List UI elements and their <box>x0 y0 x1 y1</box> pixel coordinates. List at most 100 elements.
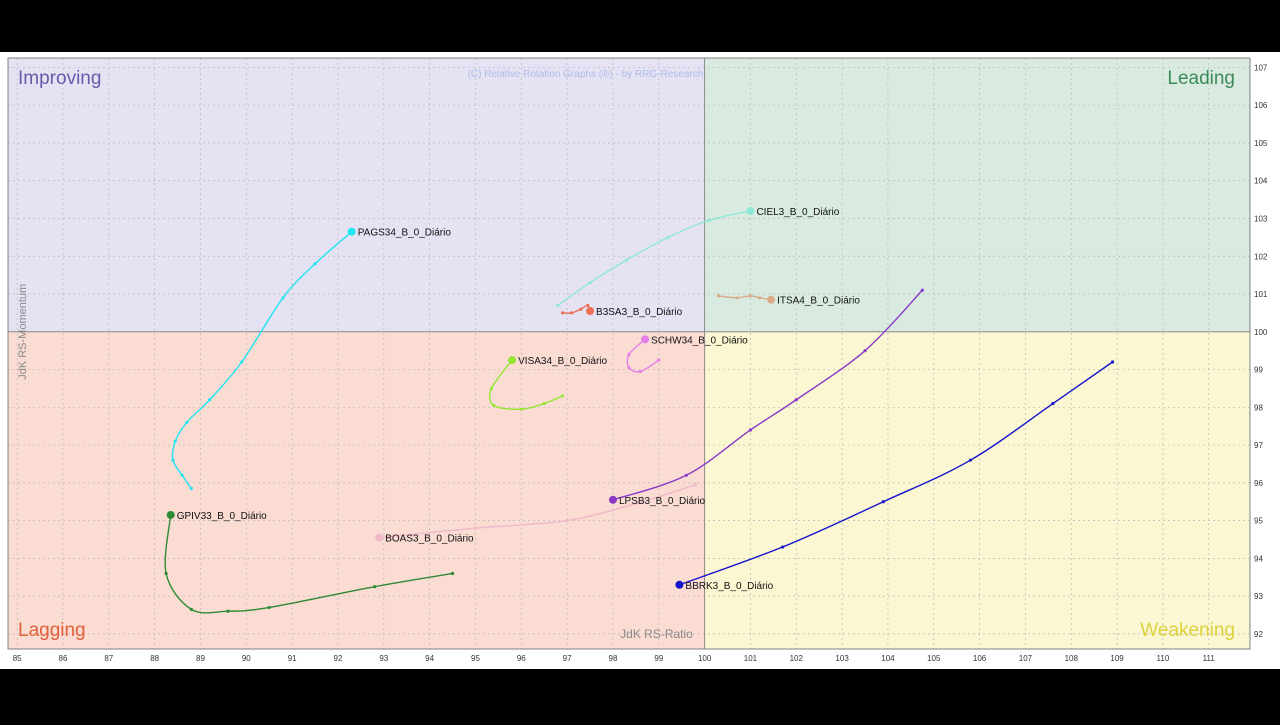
label-layer: JdK RS-Ratio JdK RS-Momentum (C) Relative … <box>17 68 1235 641</box>
head-point-gpiv33-b-0-di-rio[interactable] <box>166 510 175 519</box>
x-tick-label: 86 <box>59 654 68 663</box>
x-tick-label: 109 <box>1110 654 1124 663</box>
series-b3sa3-b-0-di-rio <box>560 303 595 316</box>
tail-point-visa34-b-0-di-rio-4 <box>489 386 494 391</box>
x-tick-label: 111 <box>1203 654 1216 663</box>
x-tick-label: 98 <box>609 654 618 663</box>
y-tick-label: 107 <box>1254 63 1268 72</box>
x-tick-label: 93 <box>379 654 388 663</box>
y-tick-label: 104 <box>1254 177 1268 186</box>
tail-point-bbrk3-b-0-di-rio-4 <box>780 545 785 549</box>
quadrant-leading <box>704 58 1250 332</box>
tail-point-ciel3-b-0-di-rio-1 <box>588 281 592 285</box>
tail-pags34-b-0-di-rio <box>171 231 353 489</box>
tail-point-gpiv33-b-0-di-rio-5 <box>164 571 168 576</box>
x-tick-label: 100 <box>698 654 712 663</box>
head-point-b3sa3-b-0-di-rio[interactable] <box>586 307 595 316</box>
series-label-lpsb3-b-0-di-rio: LPSB3_B_0_Diário <box>619 496 706 507</box>
tail-point-lpsb3-b-0-di-rio-1 <box>863 349 867 353</box>
x-tick-label: 97 <box>563 654 572 663</box>
x-tick-label: 108 <box>1065 654 1079 663</box>
tail-point-visa34-b-0-di-rio-0 <box>560 394 565 398</box>
x-tick-label: 91 <box>288 654 297 663</box>
head-point-itsa4-b-0-di-rio[interactable] <box>767 295 776 304</box>
tail-point-pags34-b-0-di-rio-0 <box>189 486 193 491</box>
tail-point-pags34-b-0-di-rio-6 <box>240 360 244 364</box>
series-label-schw34-b-0-di-rio: SCHW34_B_0_Diário <box>651 335 748 346</box>
head-point-visa34-b-0-di-rio[interactable] <box>508 356 517 365</box>
tail-point-ciel3-b-0-di-rio-0 <box>556 303 560 307</box>
tail-point-lpsb3-b-0-di-rio-4 <box>684 473 688 477</box>
tail-point-gpiv33-b-0-di-rio-3 <box>226 609 230 613</box>
tail-point-bbrk3-b-0-di-rio-0 <box>1110 360 1115 364</box>
tail-point-pags34-b-0-di-rio-8 <box>313 262 317 266</box>
quadrant-improving <box>8 58 705 332</box>
tail-point-visa34-b-0-di-rio-3 <box>492 403 496 408</box>
watermark: (C) Relative Rotation Graphs (®) - by RR… <box>468 69 704 80</box>
y-tick-label: 95 <box>1254 517 1263 526</box>
tail-point-schw34-b-0-di-rio-3 <box>627 352 631 357</box>
head-point-ciel3-b-0-di-rio[interactable] <box>746 206 755 215</box>
tail-point-itsa4-b-0-di-rio-0 <box>716 294 720 298</box>
tail-point-visa34-b-0-di-rio-1 <box>542 401 546 406</box>
tail-point-pags34-b-0-di-rio-5 <box>208 398 212 402</box>
tail-point-pags34-b-0-di-rio-4 <box>185 420 189 425</box>
x-tick-label: 102 <box>790 654 804 663</box>
y-tick-label: 98 <box>1254 403 1263 412</box>
x-tick-label: 105 <box>927 654 941 663</box>
axis-layer: 85 86 87 88 89 90 91 92 93 94 95 96 97 98 99 100 101 102 1… <box>7 57 1268 663</box>
tail-point-itsa4-b-0-di-rio-3 <box>758 296 762 300</box>
head-point-boas3-b-0-di-rio[interactable] <box>375 533 384 542</box>
quadrant-weakening <box>704 331 1250 649</box>
quadrant-layer <box>8 58 1250 649</box>
tail-point-pags34-b-0-di-rio-1 <box>180 473 184 477</box>
tail-point-schw34-b-0-di-rio-0 <box>657 358 661 362</box>
series-visa34-b-0-di-rio <box>488 356 565 411</box>
series-pags34-b-0-di-rio <box>171 227 356 491</box>
tail-point-pags34-b-0-di-rio-2 <box>171 458 175 462</box>
grid-layer <box>8 58 1250 649</box>
tail-visa34-b-0-di-rio <box>488 359 563 410</box>
quadrant-label-weakening: Weakening <box>1140 620 1235 641</box>
y-tick-label: 99 <box>1254 366 1263 375</box>
tail-point-ciel3-b-0-di-rio-2 <box>625 258 629 262</box>
tail-point-ciel3-b-0-di-rio-3 <box>666 235 670 239</box>
series-itsa4-b-0-di-rio <box>716 294 776 304</box>
quadrant-label-improving: Improving <box>18 68 101 89</box>
tail-point-ciel3-b-0-di-rio-4 <box>707 218 711 222</box>
head-point-pags34-b-0-di-rio[interactable] <box>347 227 356 236</box>
tail-point-bbrk3-b-0-di-rio-3 <box>881 500 885 504</box>
x-tick-label: 92 <box>334 654 343 663</box>
head-point-lpsb3-b-0-di-rio[interactable] <box>608 495 617 504</box>
tail-point-bbrk3-b-0-di-rio-1 <box>1051 401 1055 406</box>
x-tick-label: 88 <box>150 654 159 663</box>
x-tick-label: 106 <box>973 654 987 663</box>
tail-point-gpiv33-b-0-di-rio-4 <box>189 607 193 611</box>
x-tick-label: 95 <box>471 654 480 663</box>
series-ciel3-b-0-di-rio <box>556 206 755 307</box>
series-gpiv33-b-0-di-rio <box>164 510 455 614</box>
head-point-schw34-b-0-di-rio[interactable] <box>641 335 650 344</box>
series-label-itsa4-b-0-di-rio: ITSA4_B_0_Diário <box>777 296 860 307</box>
series-label-gpiv33-b-0-di-rio: GPIV33_B_0_Diário <box>177 511 267 522</box>
series-boas3-b-0-di-rio <box>375 483 698 542</box>
series-label-pags34-b-0-di-rio: PAGS34_B_0_Diário <box>358 228 452 239</box>
x-axis-title: JdK RS-Ratio <box>620 627 693 641</box>
quadrant-lagging <box>8 331 705 649</box>
tail-point-bbrk3-b-0-di-rio-2 <box>968 458 973 462</box>
tail-point-boas3-b-0-di-rio-3 <box>473 526 478 530</box>
tail-point-itsa4-b-0-di-rio-2 <box>748 294 753 298</box>
head-point-bbrk3-b-0-di-rio[interactable] <box>675 580 684 589</box>
top-letterbox <box>0 0 1280 52</box>
y-tick-label: 94 <box>1254 554 1263 563</box>
x-tick-label: 89 <box>196 654 205 663</box>
tail-point-pags34-b-0-di-rio-3 <box>173 439 177 443</box>
tail-point-lpsb3-b-0-di-rio-3 <box>748 428 753 432</box>
tail-point-boas3-b-0-di-rio-1 <box>634 502 638 506</box>
x-tick-label: 87 <box>104 654 113 663</box>
tail-point-gpiv33-b-0-di-rio-2 <box>267 605 271 610</box>
series-label-bbrk3-b-0-di-rio: BBRK3_B_0_Diário <box>685 581 773 592</box>
series-bbrk3-b-0-di-rio <box>675 360 1115 589</box>
tail-point-boas3-b-0-di-rio-2 <box>565 519 569 523</box>
